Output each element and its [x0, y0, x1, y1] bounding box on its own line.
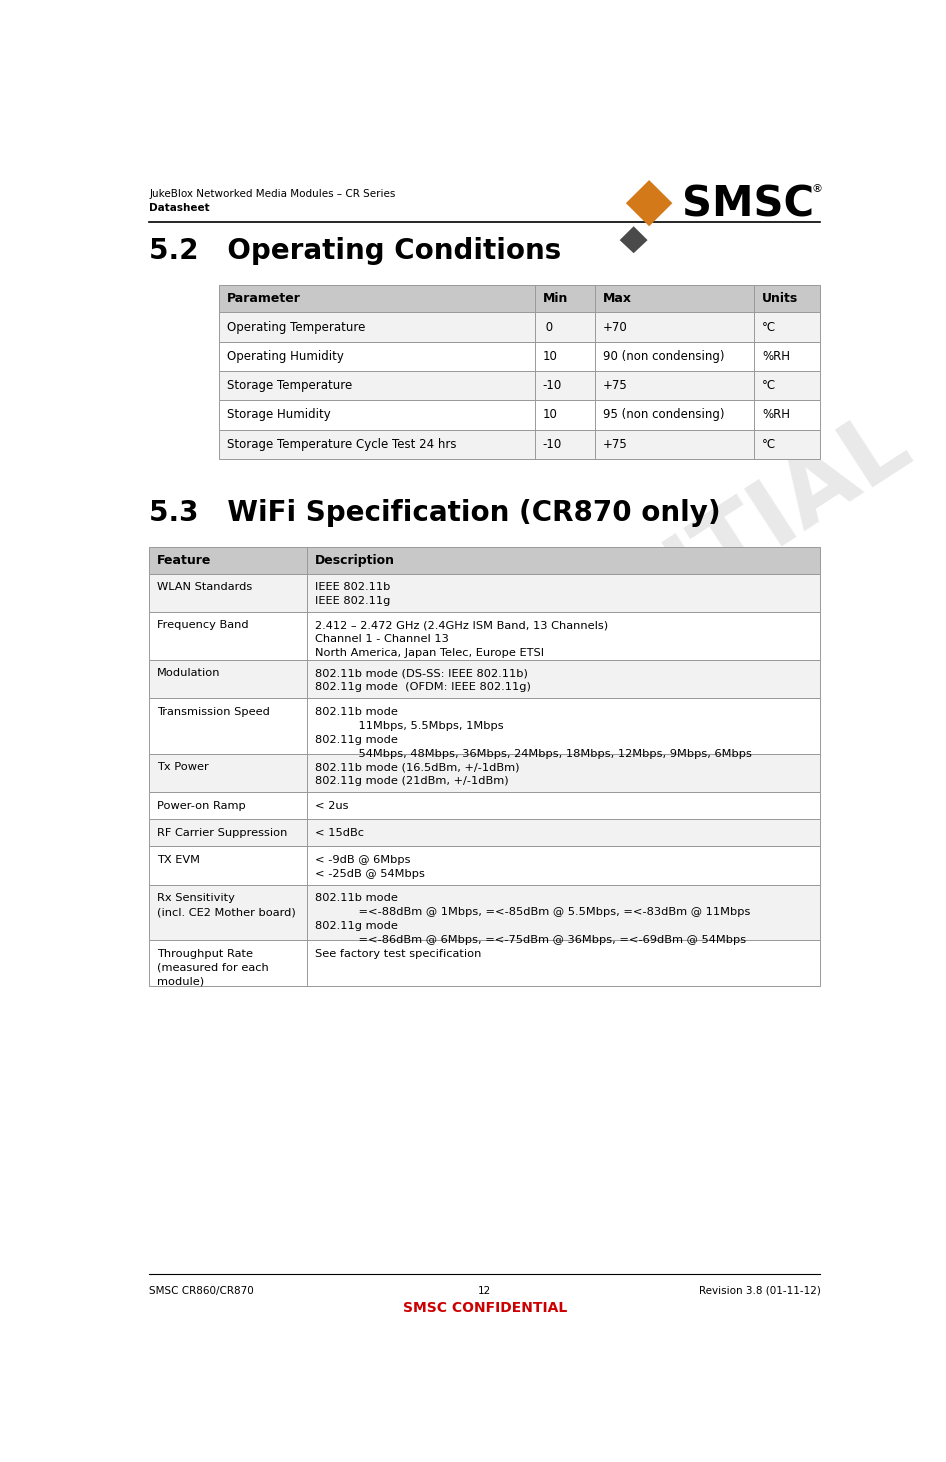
Bar [219, 401, 820, 430]
Bar [149, 885, 820, 940]
Text: SMSC: SMSC [682, 184, 814, 225]
Bar [219, 371, 820, 401]
Text: Revision 3.8 (01-11-12): Revision 3.8 (01-11-12) [698, 1285, 820, 1295]
Text: JukeBlox Networked Media Modules – CR Series: JukeBlox Networked Media Modules – CR Se… [149, 189, 395, 199]
Bar [149, 819, 820, 846]
Text: Storage Humidity: Storage Humidity [227, 408, 330, 421]
Bar [219, 285, 820, 313]
Text: 802.11b mode (16.5dBm, +/-1dBm)
802.11g mode (21dBm, +/-1dBm): 802.11b mode (16.5dBm, +/-1dBm) 802.11g … [315, 762, 519, 787]
Text: Throughput Rate
(measured for each
module): Throughput Rate (measured for each modul… [157, 949, 269, 987]
Text: Storage Temperature Cycle Test 24 hrs: Storage Temperature Cycle Test 24 hrs [227, 437, 456, 450]
Bar [219, 342, 820, 371]
Text: Parameter: Parameter [227, 292, 301, 306]
Text: Power-on Ramp: Power-on Ramp [157, 801, 246, 811]
Text: 802.11b mode
            11Mbps, 5.5Mbps, 1Mbps
802.11g mode
            54Mbps,: 802.11b mode 11Mbps, 5.5Mbps, 1Mbps 802.… [315, 706, 751, 759]
Text: +70: +70 [603, 320, 627, 333]
Bar [149, 659, 820, 699]
Text: 0: 0 [542, 320, 553, 333]
Text: Feature: Feature [157, 554, 211, 567]
Text: 802.11b mode
            =<-88dBm @ 1Mbps, =<-85dBm @ 5.5Mbps, =<-83dBm @ 11Mbps: 802.11b mode =<-88dBm @ 1Mbps, =<-85dBm … [315, 893, 750, 944]
Text: %RH: %RH [762, 349, 790, 363]
Text: CONFIDENTIAL: CONFIDENTIAL [219, 396, 926, 901]
Text: Min: Min [542, 292, 568, 306]
Text: < 15dBc: < 15dBc [315, 827, 363, 838]
Text: Frequency Band: Frequency Band [157, 620, 249, 630]
Polygon shape [620, 227, 648, 253]
Text: -10: -10 [542, 379, 562, 392]
Bar [149, 792, 820, 819]
Bar [219, 430, 820, 459]
Bar [149, 613, 820, 659]
Text: Storage Temperature: Storage Temperature [227, 379, 352, 392]
Text: WLAN Standards: WLAN Standards [157, 582, 253, 592]
Text: ®: ® [812, 184, 823, 194]
Text: +75: +75 [603, 379, 627, 392]
Polygon shape [626, 180, 673, 227]
Bar [219, 313, 820, 342]
Bar [149, 699, 820, 754]
Text: 802.11b mode (DS-SS: IEEE 802.11b)
802.11g mode  (OFDM: IEEE 802.11g): 802.11b mode (DS-SS: IEEE 802.11b) 802.1… [315, 668, 531, 692]
Text: Description: Description [315, 554, 394, 567]
Text: %RH: %RH [762, 408, 790, 421]
Text: 2.412 – 2.472 GHz (2.4GHz ISM Band, 13 Channels)
Channel 1 - Channel 13
North Am: 2.412 – 2.472 GHz (2.4GHz ISM Band, 13 C… [315, 620, 608, 658]
Bar [149, 547, 820, 573]
Text: 10: 10 [542, 349, 557, 363]
Text: TX EVM: TX EVM [157, 855, 200, 864]
Text: Rx Sensitivity
(incl. CE2 Mother board): Rx Sensitivity (incl. CE2 Mother board) [157, 893, 296, 917]
Text: -10: -10 [542, 437, 562, 450]
Text: Datasheet: Datasheet [149, 203, 210, 213]
Text: < 2us: < 2us [315, 801, 348, 811]
Bar [149, 940, 820, 987]
Text: 5.2   Operating Conditions: 5.2 Operating Conditions [149, 237, 562, 265]
Text: +75: +75 [603, 437, 627, 450]
Text: SMSC CONFIDENTIAL: SMSC CONFIDENTIAL [403, 1301, 567, 1316]
Text: 90 (non condensing): 90 (non condensing) [603, 349, 724, 363]
Text: Transmission Speed: Transmission Speed [157, 706, 270, 716]
Text: IEEE 802.11b
IEEE 802.11g: IEEE 802.11b IEEE 802.11g [315, 582, 390, 607]
Text: Max: Max [603, 292, 632, 306]
Text: See factory test specification: See factory test specification [315, 949, 482, 959]
Text: °C: °C [762, 320, 776, 333]
Text: °C: °C [762, 437, 776, 450]
Bar [149, 573, 820, 613]
Text: 10: 10 [542, 408, 557, 421]
Text: °C: °C [762, 379, 776, 392]
Text: 95 (non condensing): 95 (non condensing) [603, 408, 724, 421]
Text: < -9dB @ 6Mbps
< -25dB @ 54Mbps: < -9dB @ 6Mbps < -25dB @ 54Mbps [315, 855, 425, 879]
Bar [149, 846, 820, 885]
Text: Operating Humidity: Operating Humidity [227, 349, 343, 363]
Text: Modulation: Modulation [157, 668, 220, 678]
Text: Units: Units [762, 292, 798, 306]
Text: RF Carrier Suppression: RF Carrier Suppression [157, 827, 288, 838]
Text: 5.3   WiFi Specification (CR870 only): 5.3 WiFi Specification (CR870 only) [149, 499, 721, 526]
Bar [149, 754, 820, 792]
Text: Tx Power: Tx Power [157, 762, 209, 772]
Text: 12: 12 [478, 1285, 492, 1295]
Text: SMSC CR860/CR870: SMSC CR860/CR870 [149, 1285, 254, 1295]
Text: Operating Temperature: Operating Temperature [227, 320, 365, 333]
